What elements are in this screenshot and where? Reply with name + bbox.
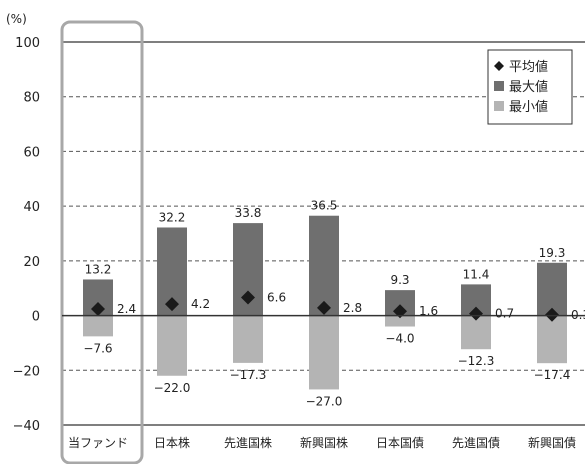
min-bar <box>537 315 567 364</box>
x-category-label: 先進国債 <box>452 435 500 450</box>
value-labels: 13.2 −7.6 2.4 32.2 −22.0 4.2 33.8 −17.3 6.6 36.5 −… <box>83 199 585 409</box>
y-tick-label: 80 <box>23 91 40 106</box>
min-value-label: −27.0 <box>306 394 343 408</box>
min-bar <box>309 315 339 390</box>
x-category-label: 日本株 <box>154 435 190 450</box>
highlight-box <box>60 20 144 464</box>
y-tick-label: 100 <box>15 36 40 51</box>
highlight-layer <box>60 20 144 464</box>
max-value-label: 13.2 <box>85 262 112 276</box>
y-tick-label: −20 <box>13 364 40 379</box>
avg-value-label: 2.8 <box>343 301 362 315</box>
y-tick-label: 40 <box>23 200 40 215</box>
avg-marker <box>241 290 255 305</box>
min-bar <box>157 315 187 376</box>
axes: (%) 100 80 60 40 20 0 −20 −40 当ファンド 日本株 先進国株 新興国株 日本国… <box>6 12 585 450</box>
min-value-label: −4.0 <box>385 332 414 346</box>
max-value-label: 32.2 <box>159 210 186 224</box>
min-value-label: −17.4 <box>534 368 571 382</box>
max-value-label: 11.4 <box>463 267 490 281</box>
avg-marker <box>545 307 559 322</box>
y-tick-label: 20 <box>23 255 40 270</box>
min-bar <box>461 315 491 350</box>
avg-value-label: 0.7 <box>495 307 514 321</box>
min-bar <box>83 315 113 337</box>
y-tick-label: −40 <box>13 419 40 434</box>
y-unit-label: (%) <box>6 12 27 26</box>
x-category-label: 新興国株 <box>300 435 348 450</box>
min-value-label: −7.6 <box>83 341 112 355</box>
x-category-label: 先進国株 <box>224 435 272 450</box>
avg-marker <box>91 302 105 317</box>
avg-value-label: 1.6 <box>419 304 438 318</box>
avg-value-label: 2.4 <box>117 302 136 316</box>
avg-marker <box>469 306 483 321</box>
avg-marker <box>317 300 331 315</box>
min-value-label: −17.3 <box>230 368 267 382</box>
max-value-label: 9.3 <box>390 273 409 287</box>
y-tick-label: 60 <box>23 145 40 160</box>
max-bar <box>537 262 567 316</box>
max-value-label: 19.3 <box>539 246 566 260</box>
legend-avg-symbol <box>494 61 504 71</box>
avg-marker <box>165 297 179 312</box>
legend-label: 平均値 <box>509 59 548 75</box>
legend-max-symbol <box>494 81 504 91</box>
legend-label: 最大値 <box>509 79 548 95</box>
avg-value-label: 4.2 <box>191 297 210 311</box>
legend-label: 最小値 <box>509 99 548 115</box>
legend-min-symbol <box>494 101 504 111</box>
x-category-label: 当ファンド <box>68 436 128 450</box>
min-value-label: −12.3 <box>458 354 495 368</box>
avg-marker <box>393 304 407 319</box>
avg-value-label: 0.3 <box>571 308 585 322</box>
x-category-label: 日本国債 <box>376 435 424 450</box>
y-tick-label: 0 <box>32 310 40 325</box>
max-value-label: 33.8 <box>235 206 262 220</box>
min-bar <box>233 315 263 363</box>
max-bar <box>309 215 339 316</box>
bars <box>83 215 567 390</box>
avg-value-label: 6.6 <box>267 291 286 305</box>
min-bar <box>385 315 415 327</box>
x-category-label: 新興国債 <box>528 435 576 450</box>
min-value-label: −22.0 <box>154 381 191 395</box>
max-value-label: 36.5 <box>311 199 338 213</box>
